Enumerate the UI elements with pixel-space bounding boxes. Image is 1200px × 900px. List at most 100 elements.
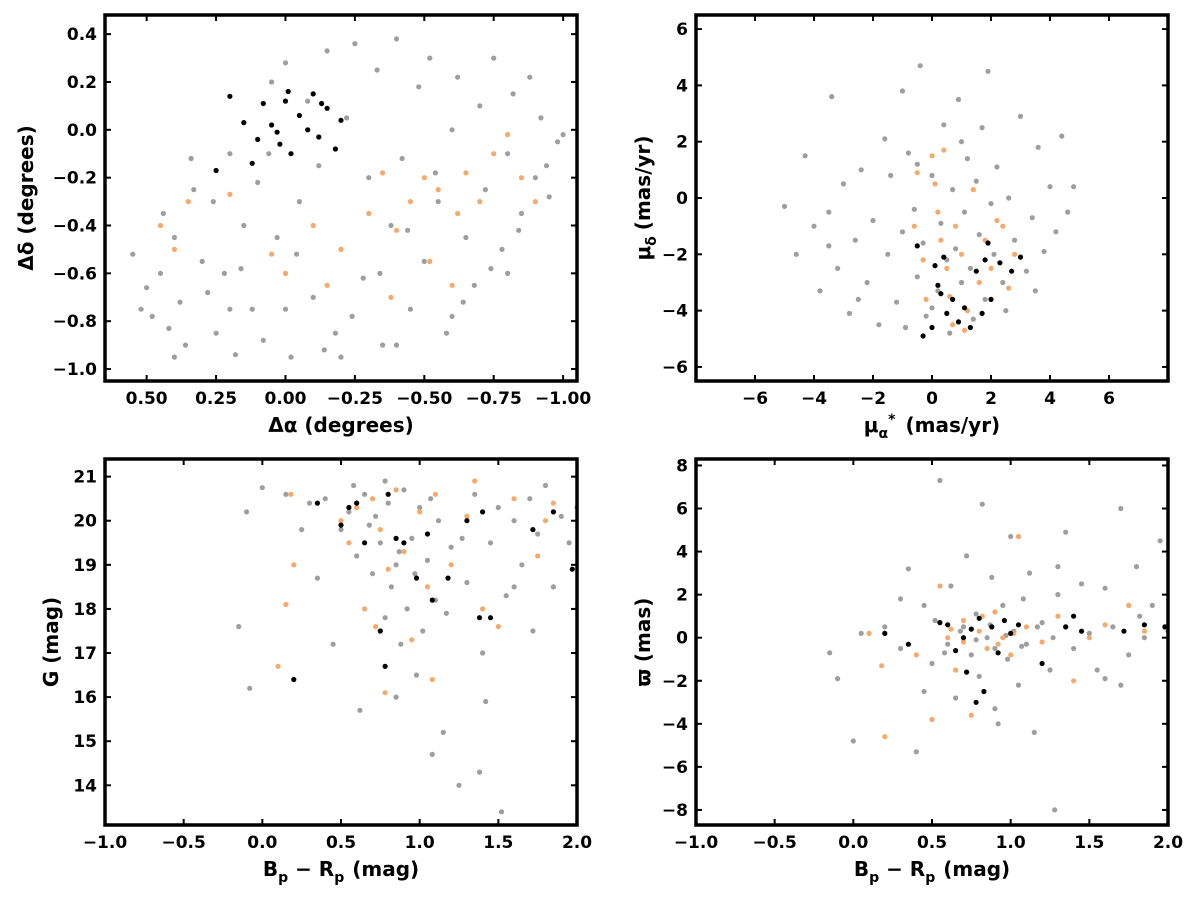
parallax-y-tick-label: 2 <box>676 586 688 606</box>
cmd-point <box>385 491 391 497</box>
parallax-point <box>968 712 974 718</box>
sky-point <box>488 266 494 272</box>
cmd-point <box>396 549 402 555</box>
pm-point <box>944 265 950 271</box>
parallax-y-tick-label: −6 <box>662 758 688 778</box>
parallax-point <box>964 553 970 559</box>
sky-y-tick-label: 0.4 <box>67 25 97 45</box>
pm-point <box>929 153 935 159</box>
cmd-points <box>236 478 577 815</box>
cmd-point <box>476 769 483 775</box>
sky-point <box>463 170 469 176</box>
sky-point <box>393 36 400 42</box>
pm-point <box>935 282 941 288</box>
sky-y-tick-label: −0.6 <box>53 264 97 284</box>
sky-point <box>491 55 497 61</box>
cmd-point <box>459 535 465 542</box>
cmd-point <box>429 676 435 683</box>
cmd-point <box>429 751 435 758</box>
pm-point <box>811 223 817 229</box>
sky-point <box>171 234 177 241</box>
cmd-x-label-mid: − R <box>288 857 334 881</box>
plx-x-axis-label: Bp − Rp (mag) <box>854 857 1010 886</box>
panel-parallax: Bp − Rp (mag) ϖ (mas) −1.0 −0.5 0.0 0.5 1.0 1.… <box>631 456 1183 886</box>
pm-point <box>967 265 974 271</box>
parallax-point <box>882 630 888 637</box>
cmd-x-tick-label: 0.0 <box>247 833 277 853</box>
sky-point <box>491 151 497 157</box>
parallax-point <box>984 635 990 641</box>
parallax-x-tick-label: 2.0 <box>1153 833 1183 853</box>
pm-point <box>1017 254 1024 260</box>
cmd-point <box>535 531 541 537</box>
parallax-point <box>1034 624 1040 630</box>
pm-point <box>899 229 906 235</box>
pm-point <box>920 257 926 263</box>
cmd-point <box>530 527 536 533</box>
pm-point <box>955 319 962 325</box>
pm-point <box>802 153 808 159</box>
cmd-point <box>382 615 388 621</box>
sky-point <box>130 251 136 257</box>
parallax-point <box>1102 622 1108 628</box>
cmd-point <box>382 478 388 484</box>
cmd-point <box>550 509 557 515</box>
pm-x-tick-label: −6 <box>742 389 768 409</box>
sky-point <box>555 139 561 145</box>
sky-x-tick-label: −1.00 <box>535 389 591 409</box>
parallax-x-tick-label: 0.5 <box>917 833 947 853</box>
pm-y-tick-label: 2 <box>676 133 688 153</box>
parallax-point <box>1026 570 1033 576</box>
cmd-y-tick-label: 20 <box>73 512 97 532</box>
pm-point <box>988 296 994 302</box>
pm-point <box>988 201 994 207</box>
sky-y-tick-label: 0.2 <box>67 73 97 93</box>
pm-point <box>985 240 991 246</box>
sky-point <box>518 175 525 181</box>
sky-frame <box>103 13 579 383</box>
cmd-point <box>393 694 399 700</box>
pm-point <box>973 268 979 274</box>
sky-point <box>388 294 394 300</box>
sky-point <box>282 98 289 104</box>
sky-point <box>527 74 533 80</box>
sky-x-tick-label: 0.00 <box>264 389 306 409</box>
pm-point <box>923 296 929 302</box>
cmd-point <box>428 496 434 502</box>
pm-point <box>905 150 912 156</box>
sky-point <box>449 282 455 288</box>
pm-point <box>917 63 923 69</box>
cmd-x-label-sub2: p <box>334 870 344 886</box>
sky-point <box>255 136 261 142</box>
pm-point <box>829 94 835 100</box>
cmd-point <box>377 527 383 533</box>
cmd-point <box>244 509 250 515</box>
sky-point <box>435 187 441 193</box>
parallax-point <box>1015 533 1022 540</box>
sky-point <box>249 306 255 312</box>
cmd-point <box>495 504 501 511</box>
cmd-point <box>401 540 407 546</box>
parallax-x-tick-label: 1.5 <box>1074 833 1104 853</box>
cmd-point <box>366 522 372 528</box>
pm-y-tick-label: −2 <box>662 245 688 265</box>
parallax-point <box>979 501 985 507</box>
cmd-x-tick-label: −0.5 <box>161 833 205 853</box>
sky-point <box>518 210 525 217</box>
cmd-point <box>338 527 344 533</box>
cmd-x-tick-label: 2.0 <box>562 833 592 853</box>
parallax-point <box>1118 682 1124 688</box>
cmd-point <box>464 579 470 586</box>
parallax-point <box>1118 505 1124 512</box>
pm-y-tick-label: 6 <box>676 20 688 40</box>
pm-point <box>855 296 861 302</box>
pm-point <box>1059 133 1065 139</box>
sky-point <box>305 98 311 104</box>
pm-point <box>882 136 888 142</box>
parallax-point <box>850 738 856 744</box>
cmd-point <box>330 641 336 647</box>
sky-x-axis-label: Δα (degrees) <box>268 413 414 437</box>
pm-x-tick-label: −4 <box>801 389 827 409</box>
cmd-point <box>424 531 431 537</box>
parallax-point <box>897 645 904 652</box>
